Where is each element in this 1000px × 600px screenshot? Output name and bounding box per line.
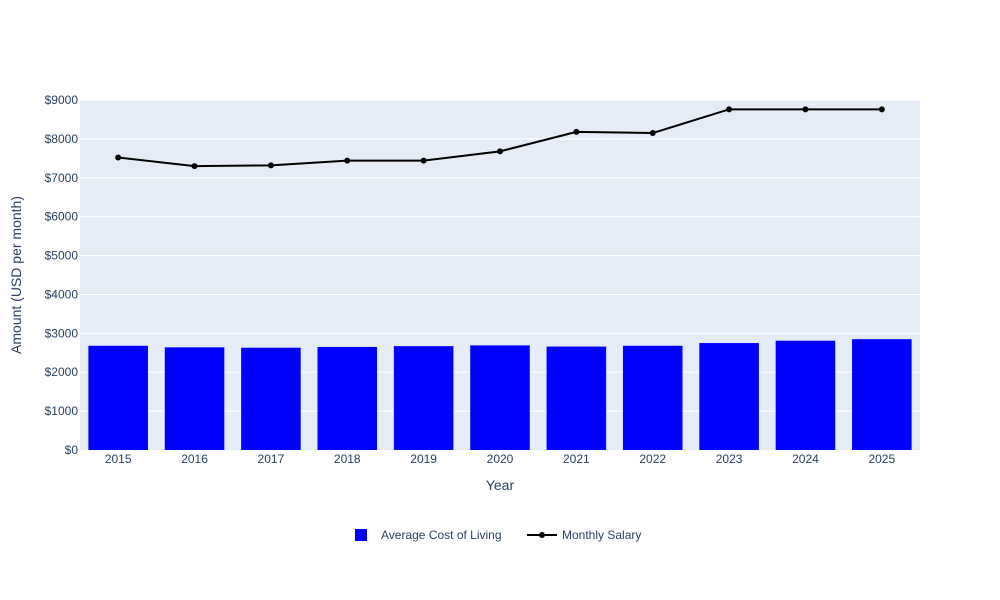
x-tick-label: 2015 xyxy=(105,452,132,466)
y-tick-label: $3000 xyxy=(45,326,79,340)
bar-2017[interactable] xyxy=(241,347,301,450)
x-tick-label: 2022 xyxy=(639,452,666,466)
x-tick-label: 2017 xyxy=(258,452,285,466)
bar-2016[interactable] xyxy=(164,347,225,450)
salary-point-2019[interactable] xyxy=(420,157,427,164)
line-series-layer xyxy=(115,106,885,170)
salary-point-2016[interactable] xyxy=(191,163,198,170)
legend-label: Monthly Salary xyxy=(562,528,641,542)
x-tick-label: 2021 xyxy=(563,452,590,466)
x-tick-label: 2023 xyxy=(716,452,743,466)
x-tick-label: 2024 xyxy=(792,452,819,466)
bar-2019[interactable] xyxy=(393,346,454,450)
x-tick-label: 2019 xyxy=(410,452,437,466)
bar-2021[interactable] xyxy=(546,346,607,450)
legend[interactable]: Average Cost of Living Monthly Salary xyxy=(355,528,641,542)
bar-2020[interactable] xyxy=(470,345,530,450)
x-tick-label: 2025 xyxy=(868,452,895,466)
y-tick-label: $7000 xyxy=(45,171,79,185)
y-tick-label: $4000 xyxy=(45,287,79,301)
legend-item-cost-of-living[interactable]: Average Cost of Living xyxy=(355,528,502,542)
y-tick-label: $5000 xyxy=(45,249,79,263)
y-tick-label: $8000 xyxy=(45,132,79,146)
legend-label: Average Cost of Living xyxy=(381,528,502,542)
y-axis-title: Amount (USD per month) xyxy=(8,196,24,354)
salary-point-2025[interactable] xyxy=(878,106,885,113)
y-tick-label: $0 xyxy=(65,443,79,457)
y-tick-label: $6000 xyxy=(45,210,79,224)
bar-2022[interactable] xyxy=(622,345,683,450)
bar-2025[interactable] xyxy=(852,339,912,450)
salary-point-2022[interactable] xyxy=(649,130,656,137)
bar-2023[interactable] xyxy=(699,343,759,450)
x-axis-ticks: 2015 2016 2017 2018 2019 2020 2021 2022 2023 2024… xyxy=(105,452,896,466)
legend-swatch-marker xyxy=(539,532,545,538)
y-axis-ticks: $0 $1000 $2000 $3000 $4000 $5000 $6000 $7000 $80… xyxy=(45,93,79,457)
y-tick-label: $1000 xyxy=(45,404,79,418)
x-tick-label: 2018 xyxy=(334,452,361,466)
y-tick-label: $9000 xyxy=(45,93,79,107)
bar-series-layer xyxy=(88,339,912,450)
legend-item-monthly-salary[interactable]: Monthly Salary xyxy=(527,528,641,542)
bar-2024[interactable] xyxy=(775,340,836,450)
salary-point-2024[interactable] xyxy=(802,106,809,113)
salary-point-2018[interactable] xyxy=(344,157,351,164)
bar-2018[interactable] xyxy=(317,346,378,450)
salary-point-2021[interactable] xyxy=(573,128,580,135)
salary-point-2023[interactable] xyxy=(726,106,733,113)
x-axis-title: Year xyxy=(486,477,515,493)
salary-point-2020[interactable] xyxy=(497,148,503,155)
legend-swatch-bar xyxy=(355,529,367,541)
salary-point-2017[interactable] xyxy=(267,162,274,169)
y-tick-label: $2000 xyxy=(45,365,79,379)
salary-point-2015[interactable] xyxy=(115,154,122,161)
x-tick-label: 2020 xyxy=(487,452,514,466)
x-tick-label: 2016 xyxy=(181,452,208,466)
bar-2015[interactable] xyxy=(88,345,148,450)
